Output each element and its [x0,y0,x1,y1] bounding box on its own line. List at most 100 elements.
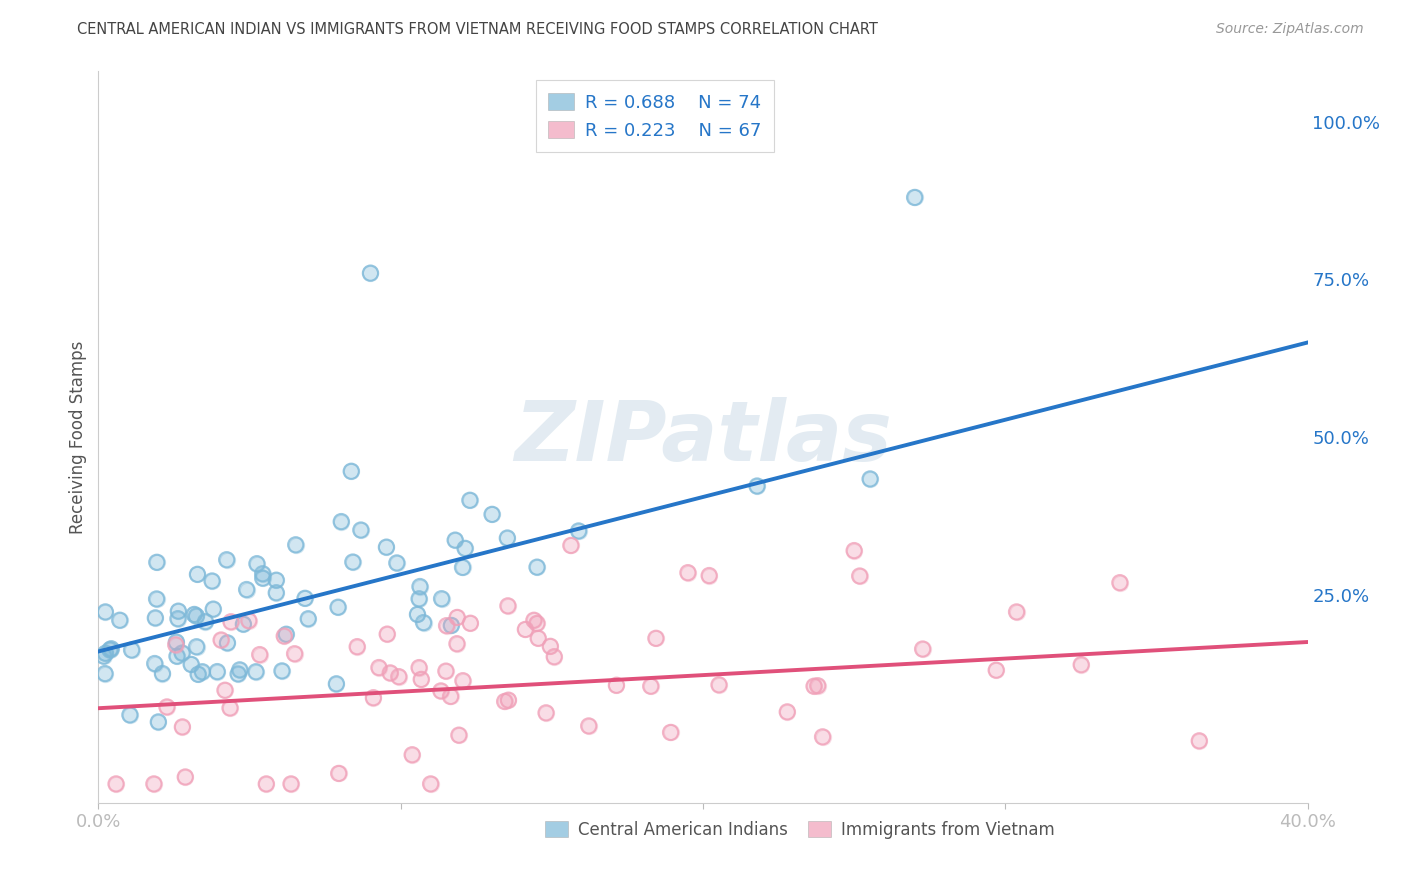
Point [167,612,190,626]
Point [219,701,242,715]
Point [697,568,720,582]
Point [94,605,117,619]
Point [254,777,277,791]
Point [186,567,208,582]
Point [167,604,190,618]
Point [367,660,389,674]
Point [201,574,224,588]
Point [481,508,503,522]
Point [697,568,720,582]
Point [209,632,232,647]
Point [174,770,197,784]
Point [170,646,193,660]
Point [446,637,468,651]
Point [152,666,174,681]
Point [219,615,242,629]
Point [458,493,481,508]
Point [412,615,434,630]
Point [406,607,429,622]
Point [249,648,271,662]
Point [105,777,128,791]
Point [807,679,830,693]
Point [526,616,548,631]
Point [238,614,260,628]
Point [515,623,537,637]
Point [264,585,287,599]
Point [440,618,463,632]
Point [156,700,179,714]
Point [215,552,238,566]
Point [1188,733,1211,747]
Point [408,660,430,674]
Point [1108,575,1130,590]
Point [605,678,627,692]
Point [165,638,187,652]
Point [659,725,682,739]
Point [166,649,188,664]
Point [273,629,295,643]
Point [246,557,269,571]
Point [859,472,882,486]
Point [284,538,307,552]
Point [346,640,368,654]
Point [844,543,866,558]
Point [388,670,411,684]
Point [408,591,430,606]
Point [1005,605,1028,619]
Point [148,714,170,729]
Point [419,777,441,791]
Point [707,678,730,692]
Point [409,580,432,594]
Point [283,647,305,661]
Point [360,266,382,280]
Point [340,464,363,478]
Point [411,673,433,687]
Point [330,515,353,529]
Point [94,666,117,681]
Point [226,667,249,681]
Point [186,640,208,654]
Point [215,552,238,566]
Point [375,627,398,641]
Point [986,663,1008,677]
Point [166,649,188,664]
Point [330,515,353,529]
Point [454,541,477,556]
Point [419,777,441,791]
Point [328,766,350,780]
Point [226,667,249,681]
Point [271,664,294,678]
Point [811,730,834,744]
Point [526,616,548,631]
Point [340,464,363,478]
Point [235,582,257,597]
Point [444,533,467,548]
Point [494,694,516,708]
Point [640,679,662,693]
Point [1188,733,1211,747]
Point [328,766,350,780]
Point [385,556,408,570]
Point [214,683,236,698]
Point [363,690,385,705]
Point [297,612,319,626]
Point [578,719,600,733]
Point [388,670,411,684]
Point [142,777,165,791]
Point [409,580,432,594]
Point [496,531,519,545]
Legend: Central American Indians, Immigrants from Vietnam: Central American Indians, Immigrants fro… [538,814,1062,846]
Point [494,694,516,708]
Point [148,714,170,729]
Point [249,648,271,662]
Point [245,665,267,679]
Point [401,747,423,762]
Point [408,591,430,606]
Point [156,700,179,714]
Point [180,657,202,672]
Point [167,604,190,618]
Point [458,493,481,508]
Point [165,635,187,649]
Point [108,613,131,627]
Text: ZIPatlas: ZIPatlas [515,397,891,477]
